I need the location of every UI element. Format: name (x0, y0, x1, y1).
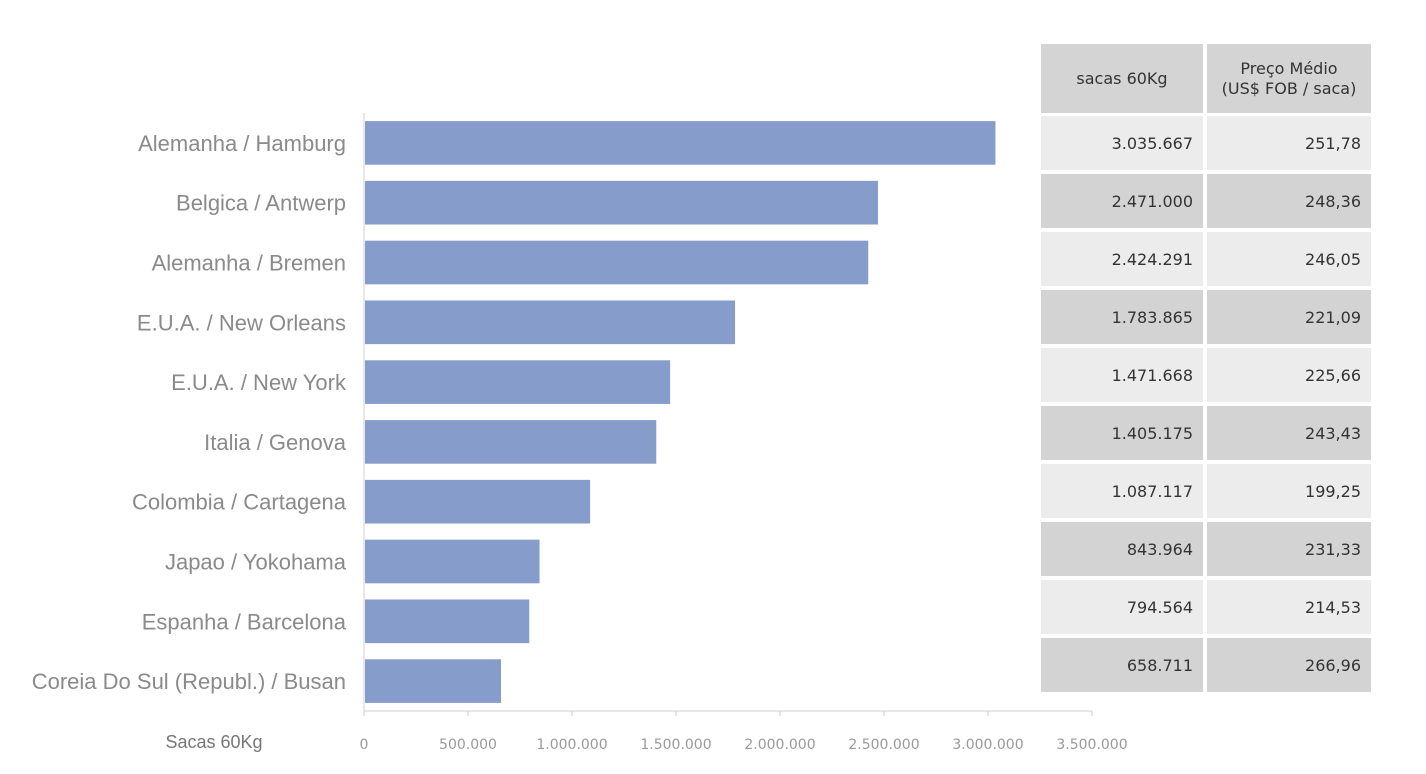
category-label: Espanha / Barcelona (142, 609, 347, 634)
cell-sacas: 2.471.000 (1041, 174, 1207, 232)
header-preco-line1: Preço Médio (1240, 58, 1338, 78)
category-label: Coreia Do Sul (Republ.) / Busan (32, 669, 346, 694)
bar (365, 539, 540, 584)
bar (365, 300, 736, 345)
x-tick-label: 0 (360, 737, 369, 753)
cell-sacas: 1.087.117 (1041, 464, 1207, 522)
category-labels: Alemanha / Hamburg Belgica / Antwerp Alema… (32, 131, 347, 694)
cell-sacas: 1.471.668 (1041, 348, 1207, 406)
cell-preco-medio: 225,66 (1207, 348, 1371, 406)
cell-sacas: 1.783.865 (1041, 290, 1207, 348)
bar (365, 121, 996, 165)
cell-sacas: 658.711 (1041, 638, 1207, 696)
table-row: 1.087.117 199,25 (1041, 464, 1371, 522)
table-row: 794.564 214,53 (1041, 580, 1371, 638)
header-preco-line2: (US$ FOB / saca) (1221, 78, 1357, 98)
cell-preco-medio: 248,36 (1207, 174, 1371, 232)
table-row: 3.035.667 251,78 (1041, 116, 1371, 174)
cell-sacas: 794.564 (1041, 580, 1207, 638)
bar (365, 180, 878, 225)
table-row: 1.783.865 221,09 (1041, 290, 1371, 348)
table-row: 1.405.175 243,43 (1041, 406, 1371, 464)
bar (365, 599, 530, 644)
category-label: Belgica / Antwerp (176, 191, 346, 216)
cell-preco-medio: 231,33 (1207, 522, 1371, 580)
cell-sacas: 2.424.291 (1041, 232, 1207, 290)
cell-preco-medio: 246,05 (1207, 232, 1371, 290)
bar (365, 360, 671, 404)
x-tick-label: 2.000.000 (744, 737, 815, 753)
x-axis-ticks: 0 500.000 1.000.000 1.500.000 2.000.000 2.500… (360, 711, 1128, 753)
x-tick-label: 500.000 (439, 737, 497, 753)
table-header-row: sacas 60Kg Preço Médio (US$ FOB / saca) (1041, 44, 1371, 116)
table-row: 658.711 266,96 (1041, 638, 1371, 696)
cell-preco-medio: 266,96 (1207, 638, 1371, 696)
x-axis-title: Sacas 60Kg (165, 732, 262, 752)
cell-preco-medio: 251,78 (1207, 116, 1371, 174)
category-label: Japao / Yokohama (165, 550, 347, 575)
bar (365, 479, 591, 524)
cell-preco-medio: 214,53 (1207, 580, 1371, 638)
bar (365, 659, 502, 703)
category-label: Alemanha / Bremen (152, 251, 346, 276)
header-sacas: sacas 60Kg (1041, 44, 1207, 116)
cell-sacas: 1.405.175 (1041, 406, 1207, 464)
x-tick-label: 3.000.000 (952, 737, 1023, 753)
x-tick-label: 1.000.000 (536, 737, 607, 753)
category-label: E.U.A. / New Orleans (137, 310, 346, 335)
x-tick-label: 2.500.000 (848, 737, 919, 753)
category-label: Italia / Genova (204, 430, 347, 455)
cell-preco-medio: 243,43 (1207, 406, 1371, 464)
category-label: E.U.A. / New York (171, 370, 347, 395)
table-row: 2.471.000 248,36 (1041, 174, 1371, 232)
header-preco-medio: Preço Médio (US$ FOB / saca) (1207, 44, 1371, 116)
cell-sacas: 3.035.667 (1041, 116, 1207, 174)
cell-preco-medio: 199,25 (1207, 464, 1371, 522)
cell-sacas: 843.964 (1041, 522, 1207, 580)
category-label: Colombia / Cartagena (132, 490, 347, 515)
cell-preco-medio: 221,09 (1207, 290, 1371, 348)
x-tick-label: 1.500.000 (640, 737, 711, 753)
table-row: 2.424.291 246,05 (1041, 232, 1371, 290)
table-row: 843.964 231,33 (1041, 522, 1371, 580)
bar (365, 420, 657, 464)
bars-group (365, 121, 996, 703)
bar (365, 240, 869, 285)
table-row: 1.471.668 225,66 (1041, 348, 1371, 406)
data-table: sacas 60Kg Preço Médio (US$ FOB / saca) … (1041, 44, 1371, 696)
category-label: Alemanha / Hamburg (138, 131, 346, 156)
table-body: 3.035.667 251,78 2.471.000 248,36 2.424.291 2… (1041, 116, 1371, 696)
x-tick-label: 3.500.000 (1056, 737, 1127, 753)
